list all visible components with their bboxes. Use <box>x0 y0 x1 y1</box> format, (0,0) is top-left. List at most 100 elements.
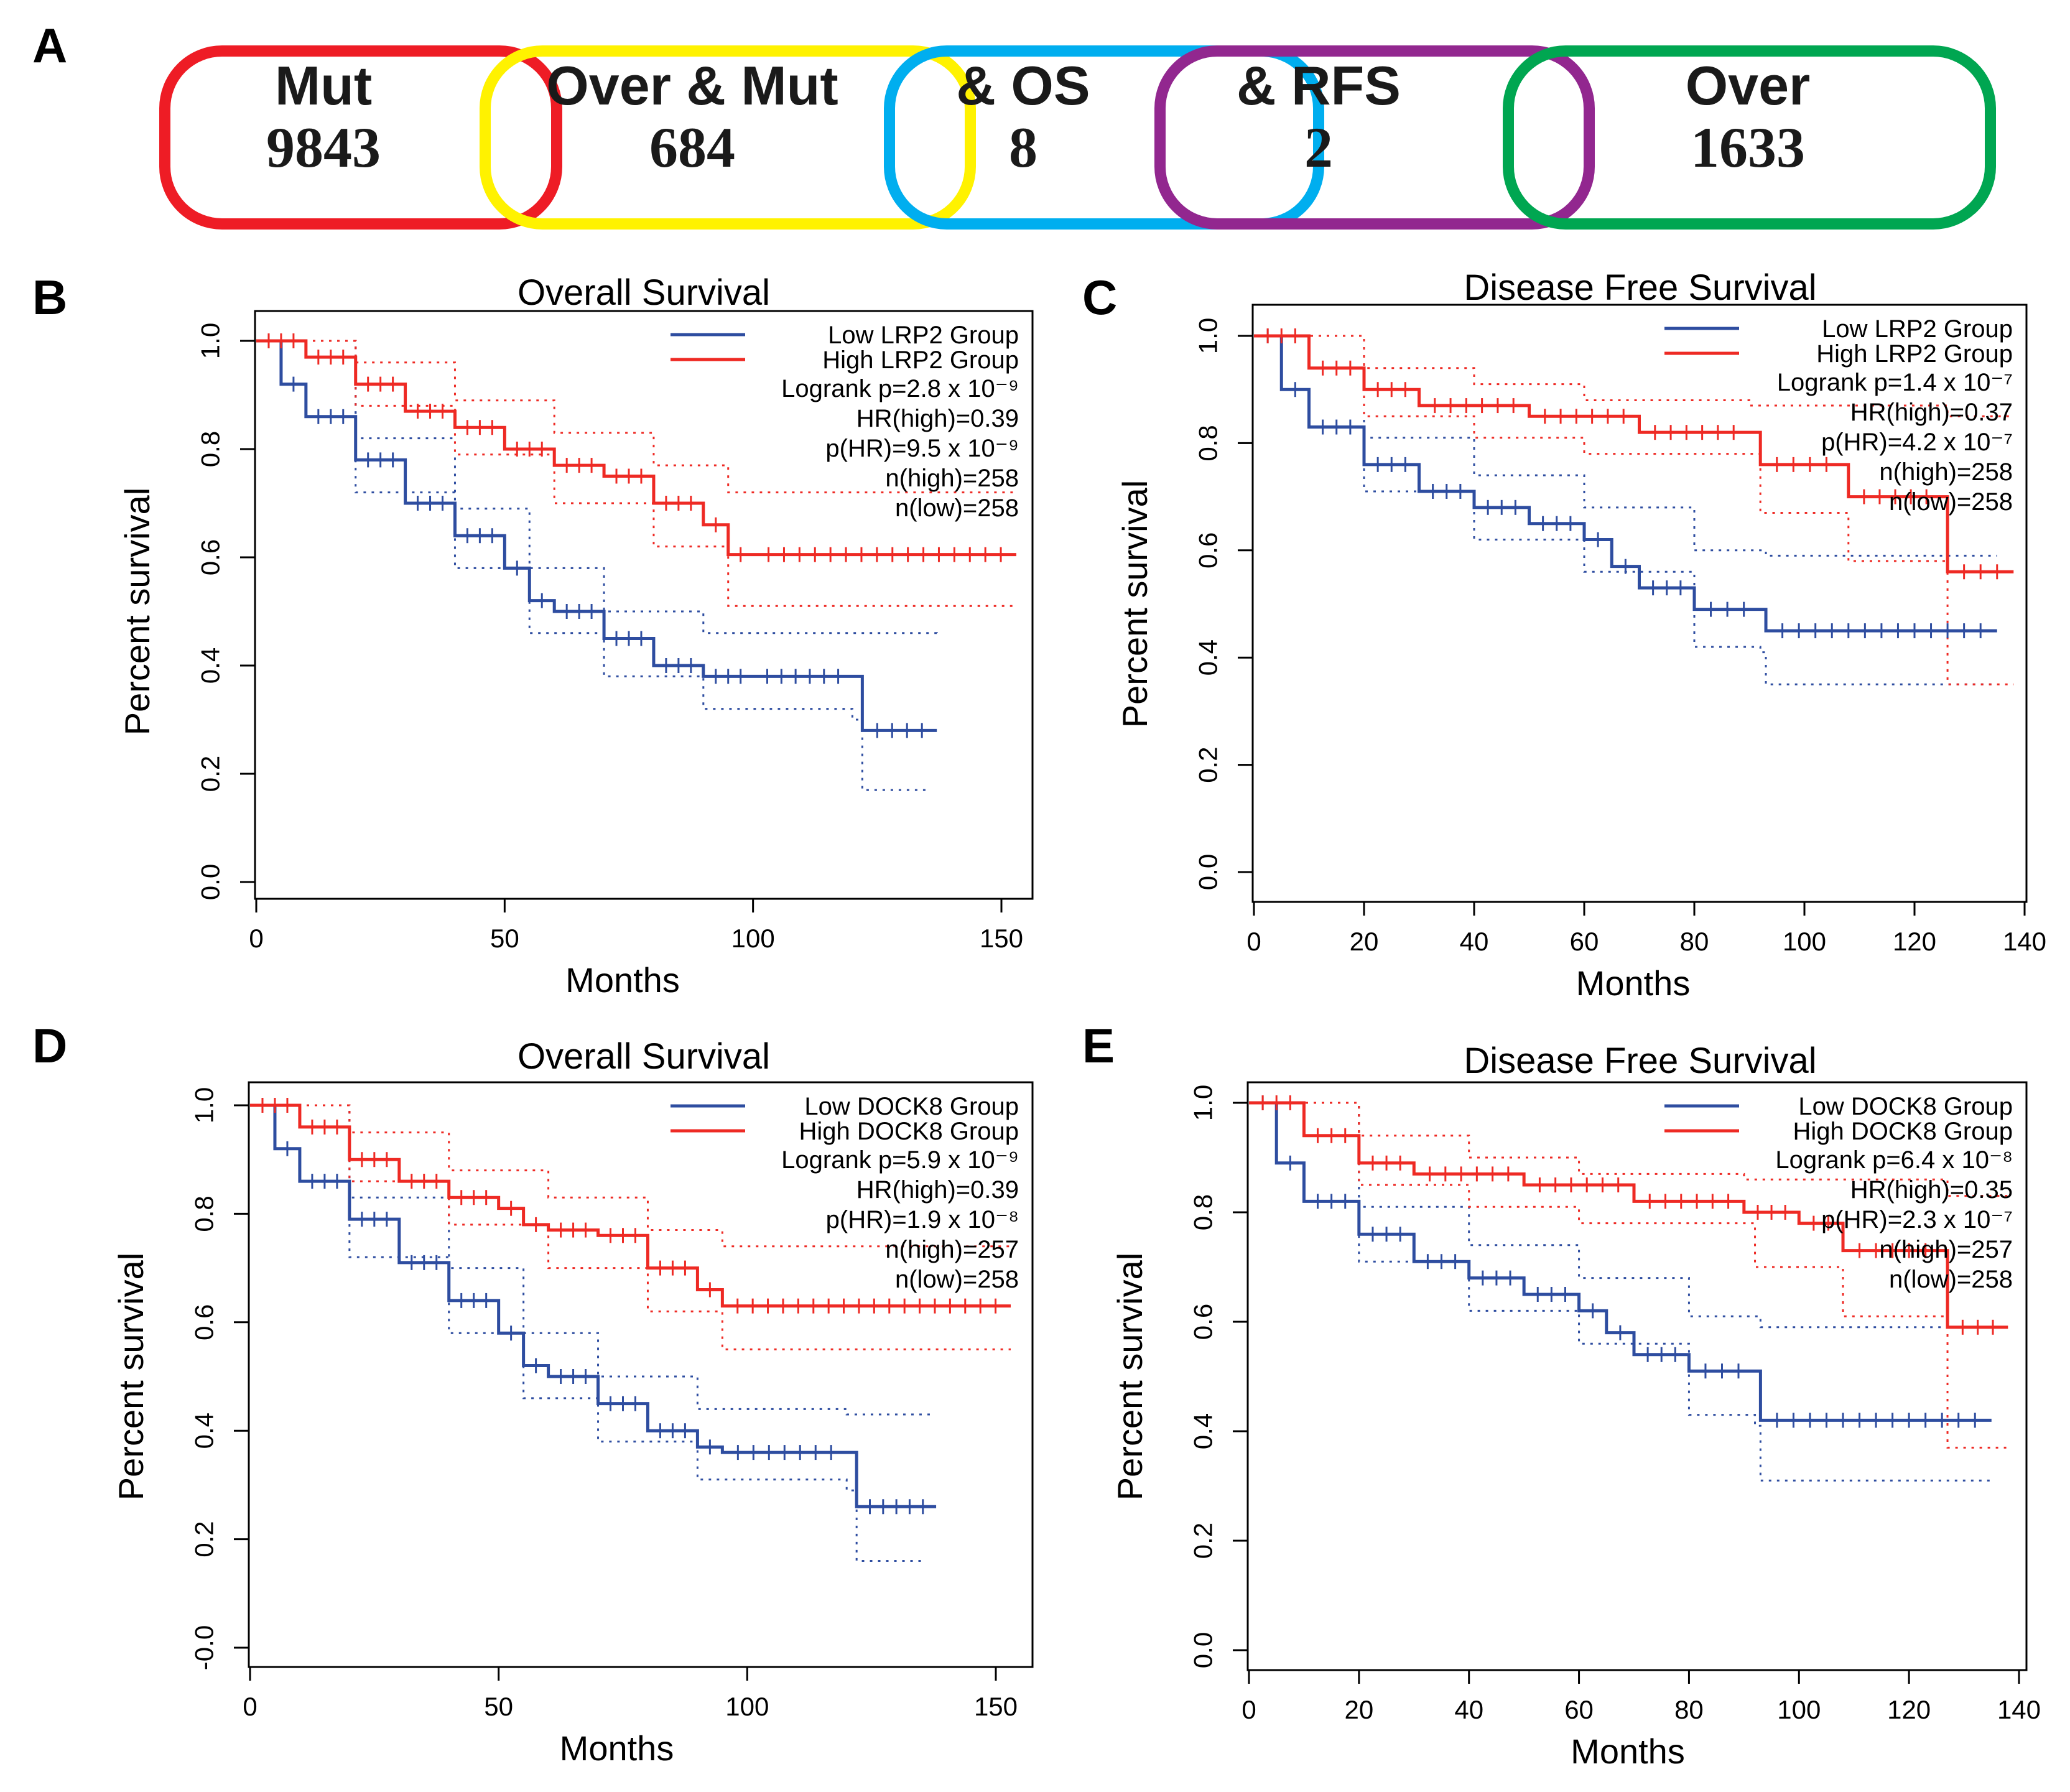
x-tick-label: 100 <box>1783 927 1826 956</box>
y-tick-label: 0.4 <box>190 1413 219 1449</box>
set-title-4: & RFS <box>1237 55 1401 116</box>
y-axis-label: Percent survival <box>1115 480 1154 728</box>
x-tick-label: 20 <box>1350 927 1379 956</box>
legend-label-high: High LRP2 Group <box>1816 340 2013 368</box>
chart-title: Overall Survival <box>518 272 770 313</box>
stat-line: HR(high)=0.39 <box>856 405 1019 432</box>
y-tick-label: 0.8 <box>1194 425 1223 461</box>
censor-marks-low <box>267 333 923 738</box>
x-tick-label: 40 <box>1460 927 1489 956</box>
set-count-3: 8 <box>1009 116 1037 179</box>
stat-line: p(HR)=9.5 x 10⁻⁹ <box>825 435 1019 462</box>
x-tick-label: 60 <box>1570 927 1599 956</box>
set-title-5: Over <box>1686 55 1811 116</box>
x-tick-label: 0 <box>249 924 263 953</box>
panel-label-e: E <box>1082 1018 1115 1073</box>
stat-line: n(high)=257 <box>1879 1236 2013 1263</box>
stat-line: n(low)=258 <box>1889 1266 2013 1293</box>
y-tick-label: 0.8 <box>1189 1194 1218 1230</box>
y-axis-label: Percent survival <box>118 488 157 735</box>
ci-upper-high <box>256 340 1016 494</box>
y-axis-label: Percent survival <box>1110 1253 1149 1500</box>
ci-lower-high <box>250 1104 1011 1350</box>
set-count-2: 684 <box>649 116 735 179</box>
x-axis-label: Months <box>1571 1732 1685 1771</box>
x-axis-label: Months <box>565 960 680 1000</box>
stat-line: n(low)=258 <box>895 494 1019 522</box>
panel-label-b: B <box>32 270 67 325</box>
stat-line: n(high)=257 <box>885 1236 1019 1263</box>
censor-marks-high <box>261 1098 997 1314</box>
curve-low <box>250 1103 937 1508</box>
stat-line: Logrank p=2.8 x 10⁻⁹ <box>781 375 1019 402</box>
censor-marks-low <box>261 1098 924 1515</box>
y-axis-label: Percent survival <box>111 1253 151 1500</box>
x-tick-label: 140 <box>2003 927 2046 956</box>
legend-label-low: Low LRP2 Group <box>1822 315 2013 343</box>
set-title-3: & OS <box>956 55 1090 116</box>
legend-label-high: High DOCK8 Group <box>799 1118 1019 1145</box>
y-tick-label: 0.8 <box>196 431 225 467</box>
x-tick-label: 20 <box>1344 1695 1373 1724</box>
y-tick-label: 1.0 <box>190 1087 219 1123</box>
curve-high <box>256 339 1016 557</box>
y-tick-label: 0.4 <box>196 648 225 684</box>
legend-label-high: High DOCK8 Group <box>1793 1118 2013 1145</box>
y-tick-label: 0.2 <box>190 1521 219 1557</box>
set-title-2: Over & Mut <box>546 55 838 116</box>
legend-label-high: High LRP2 Group <box>822 346 1019 374</box>
stat-line: HR(high)=0.39 <box>856 1176 1019 1204</box>
curve-low <box>1254 334 1997 633</box>
x-tick-label: 100 <box>1777 1695 1821 1724</box>
chart-title: Disease Free Survival <box>1464 267 1816 308</box>
set-title-1: Mut <box>275 55 372 116</box>
ci-lower-high <box>256 340 1016 607</box>
set-outline-1 <box>159 45 562 230</box>
censor-marks-high <box>1261 1095 1994 1335</box>
chart-panel-c: C Disease Free Survival 0 20 40 60 80 100 120 140… <box>1082 267 2046 1003</box>
x-tick-label: 150 <box>974 1692 1018 1721</box>
chart-panel-b: B Overall Survival 0 50 100 150 Months 0.0 0.2 0.… <box>32 270 1034 1000</box>
stat-line: n(low)=258 <box>1889 488 2013 516</box>
y-tick-label: 0.6 <box>1189 1304 1218 1340</box>
y-tick-label: 0.6 <box>190 1304 219 1340</box>
stat-line: Logrank p=5.9 x 10⁻⁹ <box>781 1146 1019 1174</box>
legend-label-low: Low DOCK8 Group <box>1798 1093 2013 1120</box>
x-tick-label: 0 <box>1242 1695 1256 1724</box>
x-tick-label: 150 <box>980 924 1023 953</box>
y-tick-label: 0.2 <box>196 756 225 792</box>
stat-line: p(HR)=1.9 x 10⁻⁸ <box>826 1206 1019 1233</box>
ci-lower-high <box>1249 1102 2008 1449</box>
set-outline-2 <box>480 45 976 230</box>
x-axis-label: Months <box>560 1729 674 1768</box>
curve-low <box>1249 1101 1992 1422</box>
ci-upper-high <box>1249 1102 2008 1197</box>
x-tick-label: 0 <box>243 1692 257 1721</box>
chart-panel-d: D Overall Survival 0 50 100 150 Months -0.0 0.2 0… <box>32 1018 1034 1768</box>
x-tick-label: 50 <box>490 924 519 953</box>
censor-marks-high <box>1266 328 1998 580</box>
y-tick-label: 0.0 <box>196 864 225 900</box>
stat-line: n(high)=258 <box>1879 458 2013 486</box>
stat-line: Logrank p=6.4 x 10⁻⁸ <box>1775 1146 2013 1174</box>
y-tick-label: -0.0 <box>190 1625 219 1670</box>
stat-line: n(low)=258 <box>895 1266 1019 1293</box>
panel-label-c: C <box>1082 270 1117 325</box>
set-count-4: 2 <box>1304 116 1333 179</box>
survival-charts: B Overall Survival 0 50 100 150 Months 0.0 0.2 0.… <box>32 267 2046 1771</box>
y-tick-label: 1.0 <box>1189 1085 1218 1121</box>
censor-marks-high <box>267 333 1002 562</box>
x-tick-label: 50 <box>484 1692 513 1721</box>
x-tick-label: 120 <box>1893 927 1936 956</box>
y-tick-label: 0.0 <box>1194 854 1223 890</box>
y-tick-label: 0.0 <box>1189 1632 1218 1668</box>
stat-line: HR(high)=0.35 <box>1850 1176 2013 1204</box>
x-tick-label: 140 <box>1997 1695 2041 1724</box>
legend-label-low: Low DOCK8 Group <box>804 1093 1019 1120</box>
panel-label-a: A <box>32 18 67 73</box>
x-tick-label: 100 <box>731 924 775 953</box>
y-tick-label: 1.0 <box>1194 318 1223 354</box>
x-axis-label: Months <box>1576 963 1691 1003</box>
